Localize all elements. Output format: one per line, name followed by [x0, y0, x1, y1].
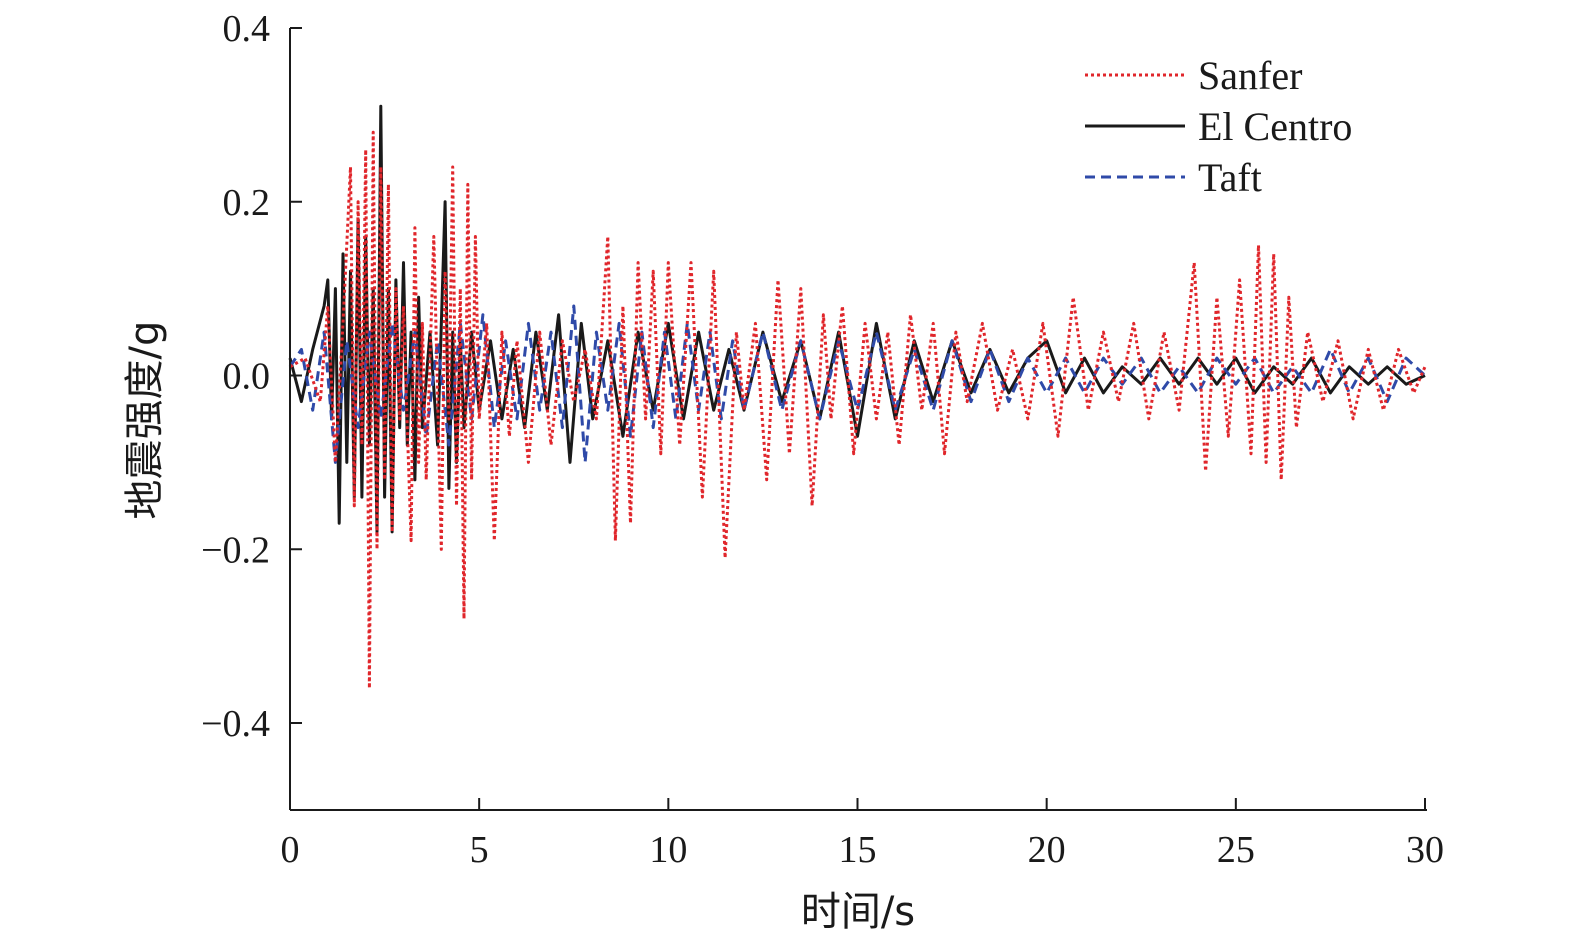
x-tick-label: 10 — [649, 829, 687, 871]
x-tick-label: 5 — [470, 829, 489, 871]
x-tick-label: 30 — [1406, 829, 1444, 871]
ticks — [289, 27, 1426, 810]
y-tick-label: 0.4 — [223, 8, 271, 50]
y-tick-label: −0.2 — [201, 529, 270, 571]
legend-label: Sanfer — [1198, 53, 1302, 98]
x-tick-label: 25 — [1217, 829, 1255, 871]
y-tick-label: 0.0 — [223, 356, 271, 398]
x-axis-label: 时间/s — [801, 889, 915, 935]
x-tick-label: 20 — [1028, 829, 1066, 871]
plot-lines — [288, 104, 1427, 690]
y-tick-label: −0.4 — [201, 703, 270, 745]
y-tick-label: 0.2 — [223, 182, 271, 224]
tick-labels: 0 5 10 15 20 25 30 0.4 0.2 0.0 −0.2 −0.4 — [201, 8, 1444, 871]
x-tick-label: 0 — [281, 829, 300, 871]
series-line-taft — [288, 304, 1427, 464]
legend-label: El Centro — [1198, 104, 1352, 149]
series-line-sanfer — [289, 130, 1427, 690]
legend: Sanfer El Centro Taft — [1085, 53, 1352, 200]
legend-label: Taft — [1198, 155, 1262, 200]
y-axis-label: 地震强度/g — [122, 321, 168, 520]
x-tick-label: 15 — [839, 829, 877, 871]
